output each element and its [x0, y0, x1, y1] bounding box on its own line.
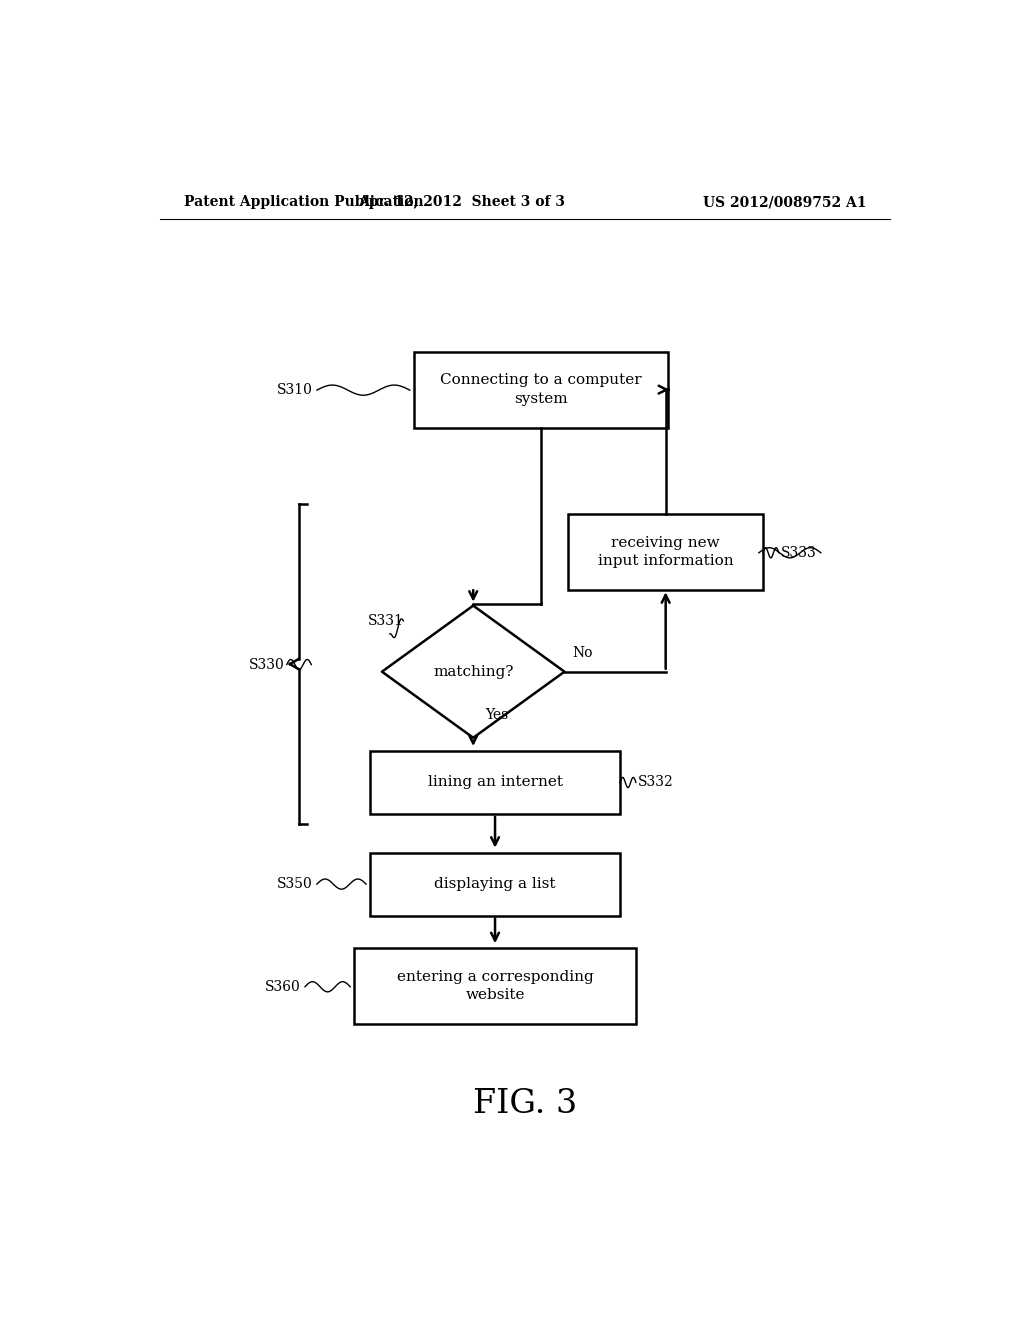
Bar	[354, 948, 636, 1024]
Text: Apr. 12, 2012  Sheet 3 of 3: Apr. 12, 2012 Sheet 3 of 3	[357, 195, 565, 209]
Text: S331: S331	[368, 614, 403, 628]
Text: S330: S330	[249, 657, 285, 672]
Bar	[568, 515, 763, 590]
Text: S350: S350	[276, 876, 312, 891]
Text: S360: S360	[265, 979, 301, 994]
Text: S333: S333	[780, 545, 816, 560]
Text: matching?: matching?	[433, 665, 513, 678]
Text: FIG. 3: FIG. 3	[473, 1088, 577, 1119]
Text: No: No	[572, 647, 593, 660]
Text: S332: S332	[638, 775, 674, 789]
Text: displaying a list: displaying a list	[434, 876, 556, 891]
Bar	[370, 853, 621, 916]
Text: Patent Application Publication: Patent Application Publication	[183, 195, 423, 209]
Text: Connecting to a computer
system: Connecting to a computer system	[440, 374, 641, 405]
Text: Yes: Yes	[485, 709, 508, 722]
Text: receiving new
input information: receiving new input information	[598, 536, 733, 569]
Bar	[414, 351, 668, 428]
Polygon shape	[382, 606, 564, 738]
Bar	[370, 751, 621, 814]
Text: S310: S310	[276, 383, 312, 397]
Text: US 2012/0089752 A1: US 2012/0089752 A1	[702, 195, 866, 209]
Text: entering a corresponding
website: entering a corresponding website	[396, 970, 594, 1002]
Text: lining an internet: lining an internet	[428, 775, 562, 789]
